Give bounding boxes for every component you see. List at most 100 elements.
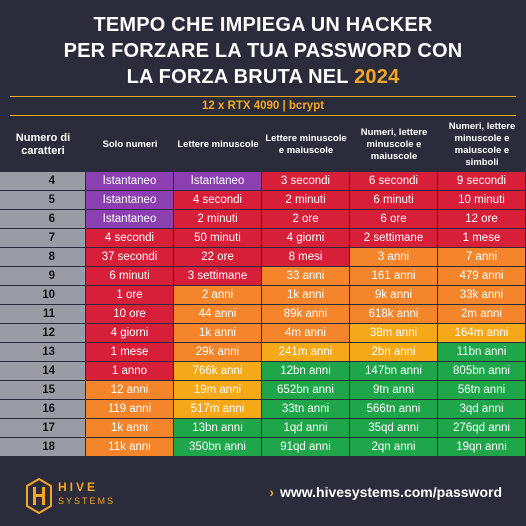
brand-logo: HIVE SYSTEMS	[58, 480, 115, 508]
cell-lower-upper: 12bn anni	[262, 362, 350, 381]
cell-only-numbers: 4 secondi	[86, 229, 174, 248]
cell-only-numbers: 1 ore	[86, 286, 174, 305]
header-only-numbers: Solo numeri	[102, 139, 158, 150]
cell-lower-upper: 89k anni	[262, 305, 350, 324]
cell-num-lower-upper: 38m anni	[350, 324, 438, 343]
page-title: TEMPO CHE IMPIEGA UN HACKER PER FORZARE …	[0, 12, 526, 90]
cell-lower-upper: 1qd anni	[262, 419, 350, 438]
row-char-count: 7	[0, 229, 86, 248]
cell-num-lower-upper-symbols: 479 anni	[438, 267, 526, 286]
cell-lower-upper: 8 mesi	[262, 248, 350, 267]
table-row: 16 119 anni 517m anni 33tn anni 566tn anni 3q…	[0, 400, 526, 419]
cell-lowercase: 3 settimane	[174, 267, 262, 286]
cell-lowercase: 350bn anni	[174, 438, 262, 457]
table-row: 15 12 anni 19m anni 652bn anni 9tn anni 56tn …	[0, 381, 526, 400]
brute-force-table: Numero di caratteri Solo numeri Lettere …	[0, 118, 526, 457]
row-char-count: 16	[0, 400, 86, 419]
header-lowercase: Lettere minuscole	[177, 139, 259, 150]
brand-sub: SYSTEMS	[58, 496, 116, 506]
cell-num-lower-upper: 6 minuti	[350, 191, 438, 210]
cell-num-lower-upper: 3 anni	[350, 248, 438, 267]
cell-num-lower-upper-symbols: 164m anni	[438, 324, 526, 343]
cell-lower-upper: 33tn anni	[262, 400, 350, 419]
row-char-count: 9	[0, 267, 86, 286]
cell-lowercase: 766k anni	[174, 362, 262, 381]
row-char-count: 10	[0, 286, 86, 305]
cell-only-numbers: 12 anni	[86, 381, 174, 400]
table-row: 5 Istantaneo 4 secondi 2 minuti 6 minuti 10 m…	[0, 191, 526, 210]
cell-num-lower-upper: 9tn anni	[350, 381, 438, 400]
cell-lowercase: 22 ore	[174, 248, 262, 267]
cell-lower-upper: 3 secondi	[262, 172, 350, 191]
header-num-lower-upper-symbols: Numeri, lettere minuscole e maiuscole e …	[448, 121, 516, 168]
cell-num-lower-upper-symbols: 276qd anni	[438, 419, 526, 438]
cell-num-lower-upper: 566tn anni	[350, 400, 438, 419]
cell-lower-upper: 2 minuti	[262, 191, 350, 210]
title-year: 2024	[354, 66, 400, 88]
row-char-count: 17	[0, 419, 86, 438]
row-char-count: 6	[0, 210, 86, 229]
row-char-count: 18	[0, 438, 86, 457]
row-char-count: 8	[0, 248, 86, 267]
table-row: 6 Istantaneo 2 minuti 2 ore 6 ore 12 ore	[0, 210, 526, 229]
hive-logo-icon	[26, 478, 52, 514]
cell-num-lower-upper: 2bn anni	[350, 343, 438, 362]
cell-lowercase: 19m anni	[174, 381, 262, 400]
cell-num-lower-upper-symbols: 56tn anni	[438, 381, 526, 400]
row-char-count: 13	[0, 343, 86, 362]
cell-lowercase: Istantaneo	[174, 172, 262, 191]
cell-only-numbers: 4 giorni	[86, 324, 174, 343]
table-row: 12 4 giorni 1k anni 4m anni 38m anni 164m ann…	[0, 324, 526, 343]
cell-num-lower-upper-symbols: 3qd anni	[438, 400, 526, 419]
header-num-lower-upper: Numeri, lettere minuscole e maiuscole	[360, 127, 428, 162]
cell-lower-upper: 4 giorni	[262, 229, 350, 248]
cell-num-lower-upper: 35qd anni	[350, 419, 438, 438]
table-header-row: Numero di caratteri Solo numeri Lettere …	[0, 118, 526, 172]
title-line-3-prefix: LA FORZA BRUTA NEL	[126, 66, 355, 88]
cell-only-numbers: 119 anni	[86, 400, 174, 419]
cell-lower-upper: 241m anni	[262, 343, 350, 362]
cell-lower-upper: 33 anni	[262, 267, 350, 286]
cell-num-lower-upper: 2 settimane	[350, 229, 438, 248]
cell-only-numbers: 1 anno	[86, 362, 174, 381]
cell-lowercase: 2 minuti	[174, 210, 262, 229]
chevron-right-icon: ›	[269, 484, 274, 500]
cell-lower-upper: 1k anni	[262, 286, 350, 305]
cell-num-lower-upper: 618k anni	[350, 305, 438, 324]
header-num-chars: Numero di caratteri	[15, 132, 71, 157]
cell-num-lower-upper: 6 ore	[350, 210, 438, 229]
brand-name: HIVE	[58, 480, 99, 494]
cell-num-lower-upper: 2qn anni	[350, 438, 438, 457]
table-row: 10 1 ore 2 anni 1k anni 9k anni 33k anni	[0, 286, 526, 305]
cell-num-lower-upper-symbols: 1 mese	[438, 229, 526, 248]
cell-only-numbers: 1 mese	[86, 343, 174, 362]
title-line-2: PER FORZARE LA TUA PASSWORD CON	[63, 40, 463, 62]
cell-num-lower-upper-symbols: 2m anni	[438, 305, 526, 324]
cell-num-lower-upper: 147bn anni	[350, 362, 438, 381]
cell-num-lower-upper: 161 anni	[350, 267, 438, 286]
cell-num-lower-upper-symbols: 7 anni	[438, 248, 526, 267]
cell-only-numbers: Istantaneo	[86, 191, 174, 210]
cell-num-lower-upper-symbols: 19qn anni	[438, 438, 526, 457]
cell-num-lower-upper-symbols: 10 minuti	[438, 191, 526, 210]
cell-only-numbers: 6 minuti	[86, 267, 174, 286]
cell-lowercase: 1k anni	[174, 324, 262, 343]
table-row: 14 1 anno 766k anni 12bn anni 147bn anni 805b…	[0, 362, 526, 381]
cell-only-numbers: 11k anni	[86, 438, 174, 457]
cell-only-numbers: 37 secondi	[86, 248, 174, 267]
cell-num-lower-upper-symbols: 12 ore	[438, 210, 526, 229]
website-url: www.hivesystems.com/password	[279, 484, 502, 500]
row-char-count: 5	[0, 191, 86, 210]
table-row: 11 10 ore 44 anni 89k anni 618k anni 2m anni	[0, 305, 526, 324]
table-row: 17 1k anni 13bn anni 1qd anni 35qd anni 276qd…	[0, 419, 526, 438]
subtitle: 12 x RTX 4090 | bcrypt	[10, 96, 516, 116]
website-link[interactable]: › www.hivesystems.com/password	[269, 484, 502, 500]
cell-lowercase: 44 anni	[174, 305, 262, 324]
cell-num-lower-upper-symbols: 9 secondi	[438, 172, 526, 191]
table-row: 8 37 secondi 22 ore 8 mesi 3 anni 7 anni	[0, 248, 526, 267]
cell-lowercase: 2 anni	[174, 286, 262, 305]
title-line-1: TEMPO CHE IMPIEGA UN HACKER	[93, 14, 433, 36]
cell-lower-upper: 4m anni	[262, 324, 350, 343]
